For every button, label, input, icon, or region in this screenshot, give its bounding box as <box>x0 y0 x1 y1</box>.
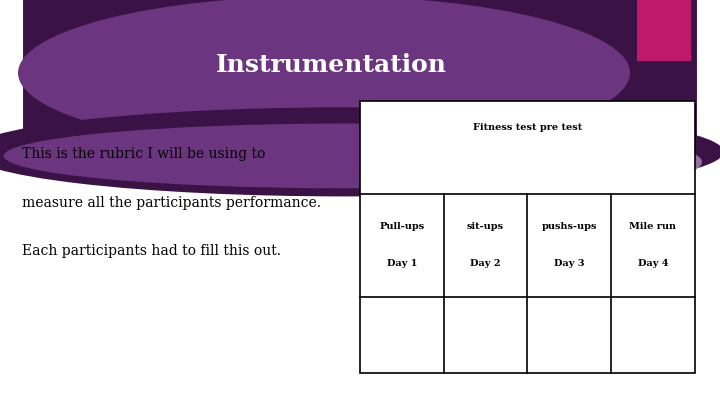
Text: Day 2: Day 2 <box>470 259 501 268</box>
Text: Day 1: Day 1 <box>387 259 417 268</box>
Bar <box>360 101 695 373</box>
Text: measure all the participants performance.: measure all the participants performance… <box>22 196 320 209</box>
Ellipse shape <box>4 124 688 188</box>
Text: Fitness test pre test: Fitness test pre test <box>473 123 582 132</box>
Text: Instrumentation: Instrumentation <box>216 53 446 77</box>
Ellipse shape <box>18 0 630 150</box>
Bar <box>637 0 691 61</box>
Text: pushs-ups: pushs-ups <box>541 222 597 231</box>
Text: Day 3: Day 3 <box>554 259 585 268</box>
Text: Pull-ups: Pull-ups <box>379 222 425 231</box>
Text: Day 4: Day 4 <box>638 259 668 268</box>
Text: Mile run: Mile run <box>629 222 677 231</box>
Text: Each participants had to fill this out.: Each participants had to fill this out. <box>22 244 281 258</box>
Ellipse shape <box>522 142 702 182</box>
Ellipse shape <box>0 107 720 196</box>
Text: This is the rubric I will be using to: This is the rubric I will be using to <box>22 147 265 161</box>
Text: sit-ups: sit-ups <box>467 222 504 231</box>
FancyBboxPatch shape <box>23 0 697 165</box>
